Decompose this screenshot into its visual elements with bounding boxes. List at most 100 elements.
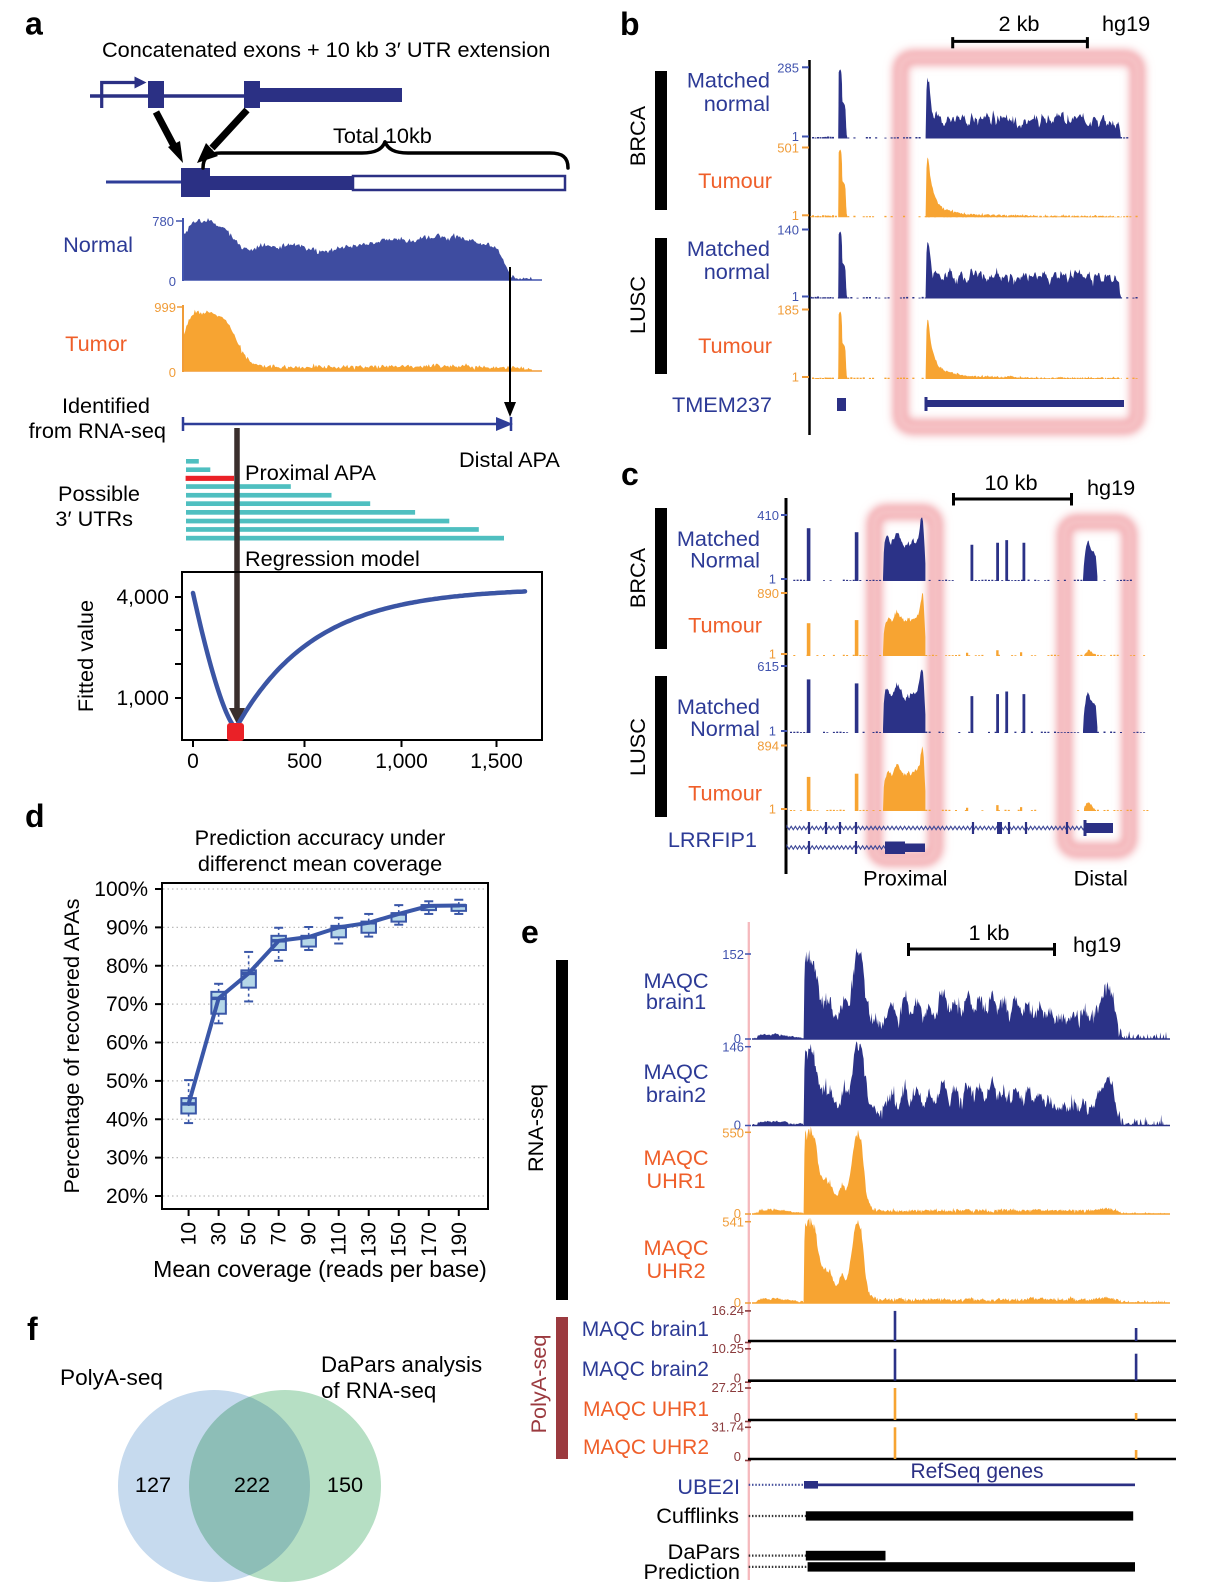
svg-text:0: 0 [734,1295,741,1310]
svg-text:0: 0 [169,274,176,289]
svg-text:1: 1 [769,572,776,587]
svg-text:30: 30 [208,1222,231,1245]
svg-text:90%: 90% [106,916,148,939]
svg-text:c: c [621,456,639,492]
svg-text:780: 780 [152,214,174,229]
svg-text:501: 501 [777,141,799,156]
svg-text:MAQC: MAQC [643,1059,708,1084]
svg-text:1: 1 [792,370,799,385]
svg-text:150: 150 [327,1472,363,1497]
svg-text:Distal: Distal [1074,866,1128,891]
svg-text:1,000: 1,000 [375,750,428,773]
svg-text:Tumour: Tumour [688,781,762,806]
svg-text:1: 1 [769,724,776,739]
svg-text:1: 1 [769,647,776,662]
svg-text:16.24: 16.24 [711,1303,744,1318]
svg-text:1,000: 1,000 [116,687,169,710]
svg-text:20%: 20% [106,1185,148,1208]
svg-text:MAQC UHR2: MAQC UHR2 [583,1436,709,1459]
svg-text:541: 541 [722,1215,744,1230]
svg-text:152: 152 [722,947,744,962]
svg-text:Identified: Identified [62,393,150,418]
svg-text:Tumour: Tumour [698,333,772,358]
svg-text:10.25: 10.25 [711,1341,744,1356]
svg-text:Tumor: Tumor [65,331,127,356]
svg-text:a: a [25,6,43,42]
svg-text:0: 0 [734,1371,741,1386]
svg-text:Cufflinks: Cufflinks [656,1503,739,1528]
svg-text:185: 185 [777,303,799,318]
svg-text:Prediction: Prediction [644,1559,740,1584]
svg-text:differenct mean coverage: differenct mean coverage [198,851,442,876]
svg-text:PolyA-seq: PolyA-seq [526,1335,551,1434]
svg-text:999: 999 [154,300,176,315]
svg-text:0: 0 [187,750,199,773]
svg-text:Matched: Matched [677,694,760,719]
svg-text:0: 0 [734,1410,741,1425]
svg-text:3′ UTRs: 3′ UTRs [55,506,133,531]
svg-text:1,500: 1,500 [470,750,523,773]
svg-text:RNA-seq: RNA-seq [523,1084,548,1172]
svg-text:0: 0 [734,1031,741,1046]
svg-text:normal: normal [704,259,770,284]
svg-text:d: d [25,798,45,834]
svg-text:PolyA-seq: PolyA-seq [60,1365,163,1390]
svg-text:0: 0 [169,365,176,380]
svg-text:MAQC brain1: MAQC brain1 [582,1318,709,1341]
svg-text:27.21: 27.21 [711,1380,744,1395]
svg-text:Fitted value: Fitted value [73,600,98,712]
svg-text:Normal: Normal [690,548,760,573]
svg-text:Possible: Possible [58,481,140,506]
svg-text:890: 890 [757,586,779,601]
svg-text:hg19: hg19 [1087,475,1135,500]
svg-text:UHR1: UHR1 [646,1168,705,1193]
svg-text:10: 10 [178,1222,201,1245]
svg-text:UHR2: UHR2 [646,1258,705,1283]
svg-text:0: 0 [734,1449,741,1464]
svg-text:110: 110 [328,1222,351,1255]
svg-text:f: f [27,1311,38,1347]
svg-text:hg19: hg19 [1102,11,1150,36]
svg-text:150: 150 [388,1222,411,1257]
svg-text:Total 10kb: Total 10kb [333,123,432,148]
svg-text:from RNA-seq: from RNA-seq [29,418,166,443]
svg-text:1: 1 [792,129,799,144]
svg-text:Mean coverage (reads per base): Mean coverage (reads per base) [153,1256,487,1282]
svg-text:1: 1 [769,802,776,817]
svg-text:500: 500 [287,750,322,773]
svg-text:Concatenated exons + 10 kb 3′: Concatenated exons + 10 kb 3′ UTR extens… [102,37,550,62]
svg-text:190: 190 [448,1222,471,1257]
svg-text:MAQC: MAQC [643,968,708,993]
svg-text:brain2: brain2 [646,1082,706,1107]
svg-text:TMEM237: TMEM237 [672,392,772,417]
svg-text:Proximal APA: Proximal APA [245,460,377,485]
svg-text:130: 130 [358,1222,381,1257]
svg-text:100%: 100% [94,878,148,901]
svg-text:DaPars: DaPars [668,1539,740,1564]
svg-text:Tumour: Tumour [698,168,772,193]
svg-text:30%: 30% [106,1147,148,1170]
svg-text:50: 50 [238,1222,261,1245]
svg-text:Normal: Normal [690,716,760,741]
svg-text:0: 0 [734,1206,741,1221]
svg-text:0: 0 [734,1331,741,1346]
svg-text:brain1: brain1 [646,989,706,1014]
svg-text:1 kb: 1 kb [969,920,1010,945]
svg-text:1: 1 [792,208,799,223]
svg-text:Proximal: Proximal [863,866,947,891]
svg-text:10 kb: 10 kb [984,470,1037,495]
svg-text:MAQC UHR1: MAQC UHR1 [583,1398,709,1421]
svg-text:Normal: Normal [63,232,133,257]
svg-text:Distal APA: Distal APA [459,447,560,472]
svg-text:normal: normal [704,91,770,116]
svg-text:222: 222 [234,1472,270,1497]
svg-text:80%: 80% [106,955,148,978]
svg-text:LUSC: LUSC [625,276,650,334]
svg-text:140: 140 [777,223,799,238]
svg-text:hg19: hg19 [1073,932,1121,957]
svg-text:4,000: 4,000 [116,586,169,609]
svg-text:40%: 40% [106,1108,148,1131]
svg-text:e: e [521,914,539,950]
svg-text:Tumour: Tumour [688,613,762,638]
svg-text:Matched: Matched [687,68,770,93]
